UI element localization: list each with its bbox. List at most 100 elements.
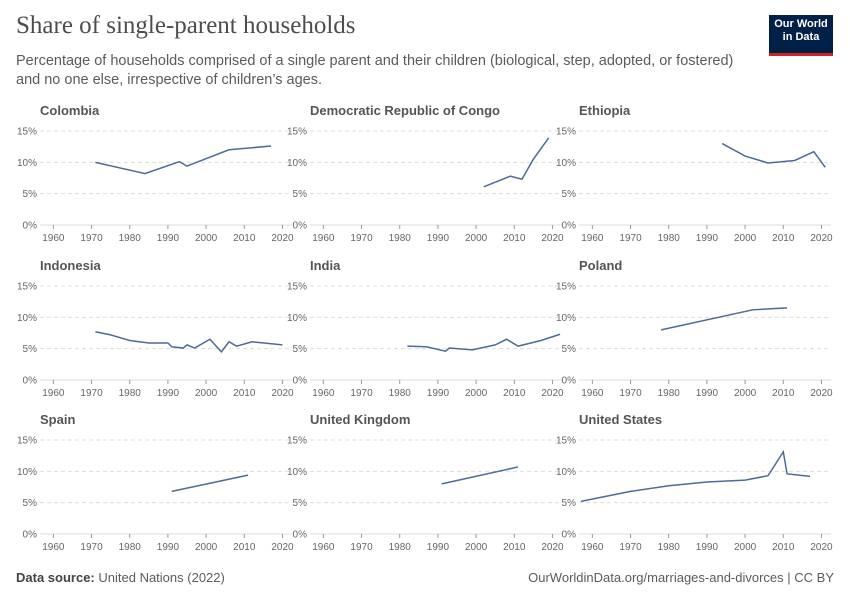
panel-title: Democratic Republic of Congo xyxy=(310,103,500,118)
y-tick-label: 5% xyxy=(293,189,308,200)
x-tick-label: 2010 xyxy=(233,388,256,399)
y-tick-label: 5% xyxy=(562,189,577,200)
y-tick-label: 15% xyxy=(287,436,307,447)
x-tick-label: 1970 xyxy=(619,388,642,399)
panel-title: Spain xyxy=(40,412,75,427)
panel-title: United States xyxy=(579,412,662,427)
panel-title: Poland xyxy=(579,258,622,273)
x-tick-label: 2000 xyxy=(465,542,488,553)
y-tick-label: 5% xyxy=(23,344,38,355)
x-tick-label: 2000 xyxy=(195,388,218,399)
x-tick-label: 2020 xyxy=(541,388,564,399)
panel-title: Colombia xyxy=(40,103,100,118)
y-tick-label: 10% xyxy=(17,467,37,478)
logo[interactable]: Our World in Data xyxy=(769,15,833,56)
y-tick-label: 5% xyxy=(23,498,38,509)
series-line xyxy=(95,331,283,353)
y-tick-label: 0% xyxy=(293,376,308,387)
y-tick-label: 10% xyxy=(17,158,37,169)
x-tick-label: 1970 xyxy=(80,388,103,399)
x-tick-label: 2010 xyxy=(503,542,526,553)
x-tick-label: 1990 xyxy=(157,388,180,399)
x-tick-label: 1970 xyxy=(80,233,103,244)
x-tick-label: 1980 xyxy=(658,233,681,244)
y-tick-label: 0% xyxy=(562,376,577,387)
x-tick-label: 1960 xyxy=(42,542,65,553)
x-tick-label: 1990 xyxy=(427,233,450,244)
y-tick-label: 0% xyxy=(293,530,308,541)
y-tick-label: 15% xyxy=(17,127,37,138)
x-tick-label: 1980 xyxy=(389,388,412,399)
x-tick-label: 1980 xyxy=(658,388,681,399)
y-tick-label: 5% xyxy=(23,189,38,200)
x-tick-label: 2010 xyxy=(503,388,526,399)
logo-text[interactable]: Our World in Data xyxy=(774,18,828,43)
x-tick-label: 1960 xyxy=(581,542,604,553)
x-tick-label: 1960 xyxy=(312,233,335,244)
x-tick-label: 2000 xyxy=(734,233,757,244)
x-tick-label: 2010 xyxy=(233,233,256,244)
x-tick-label: 2010 xyxy=(772,542,795,553)
y-tick-label: 15% xyxy=(287,127,307,138)
x-tick-label: 2020 xyxy=(271,388,294,399)
x-tick-label: 1970 xyxy=(80,542,103,553)
y-tick-label: 15% xyxy=(556,436,576,447)
source: Data source: United Nations (2022) xyxy=(16,570,225,585)
source-label: Data source: xyxy=(16,570,95,585)
x-tick-label: 2010 xyxy=(772,233,795,244)
x-tick-label: 1980 xyxy=(119,233,142,244)
x-tick-label: 1990 xyxy=(427,388,450,399)
x-tick-label: 2000 xyxy=(195,542,218,553)
x-tick-label: 2020 xyxy=(810,542,833,553)
x-tick-label: 2020 xyxy=(541,233,564,244)
y-tick-label: 0% xyxy=(23,221,38,232)
y-tick-label: 5% xyxy=(562,344,577,355)
source-text: United Nations (2022) xyxy=(98,570,225,585)
series-line xyxy=(483,137,550,188)
x-tick-label: 1970 xyxy=(350,542,373,553)
x-tick-label: 1980 xyxy=(119,388,142,399)
x-tick-label: 2010 xyxy=(503,233,526,244)
y-tick-label: 15% xyxy=(287,282,307,293)
panel-title: India xyxy=(310,258,341,273)
x-tick-label: 2020 xyxy=(810,388,833,399)
subtitle: Percentage of households comprised of a … xyxy=(16,53,734,88)
series-line xyxy=(407,333,561,352)
y-tick-label: 10% xyxy=(17,313,37,324)
x-tick-label: 2000 xyxy=(465,233,488,244)
y-tick-label: 10% xyxy=(556,158,576,169)
y-tick-label: 5% xyxy=(562,498,577,509)
x-tick-label: 1970 xyxy=(619,542,642,553)
url[interactable]: OurWorldinData.org/marriages-and-divorce… xyxy=(528,570,834,585)
x-tick-label: 1960 xyxy=(42,233,65,244)
series-line xyxy=(441,466,519,485)
x-tick-label: 2000 xyxy=(734,388,757,399)
x-tick-label: 1990 xyxy=(427,542,450,553)
y-tick-label: 0% xyxy=(293,221,308,232)
x-tick-label: 2000 xyxy=(734,542,757,553)
x-tick-label: 1980 xyxy=(658,542,681,553)
y-tick-label: 15% xyxy=(556,127,576,138)
y-tick-label: 0% xyxy=(23,530,38,541)
x-tick-label: 1980 xyxy=(119,542,142,553)
x-tick-label: 1980 xyxy=(389,542,412,553)
x-tick-label: 1960 xyxy=(312,388,335,399)
x-tick-label: 1990 xyxy=(696,542,719,553)
chart: Colombia 0% 5% 10% 15% 1960 1970 1980 1990 2000 20… xyxy=(17,103,833,553)
x-tick-label: 2020 xyxy=(541,542,564,553)
y-tick-label: 15% xyxy=(17,436,37,447)
y-tick-label: 5% xyxy=(293,498,308,509)
x-tick-label: 2010 xyxy=(233,542,256,553)
y-tick-label: 10% xyxy=(287,313,307,324)
panel-title: United Kingdom xyxy=(310,412,410,427)
title: Share of single-parent households xyxy=(16,12,356,39)
x-tick-label: 2000 xyxy=(465,388,488,399)
y-tick-label: 10% xyxy=(556,313,576,324)
x-tick-label: 2020 xyxy=(271,233,294,244)
panel-title: Ethiopia xyxy=(579,103,631,118)
x-tick-label: 2010 xyxy=(772,388,795,399)
y-tick-label: 5% xyxy=(293,344,308,355)
x-tick-label: 1990 xyxy=(696,233,719,244)
x-tick-label: 1960 xyxy=(581,233,604,244)
